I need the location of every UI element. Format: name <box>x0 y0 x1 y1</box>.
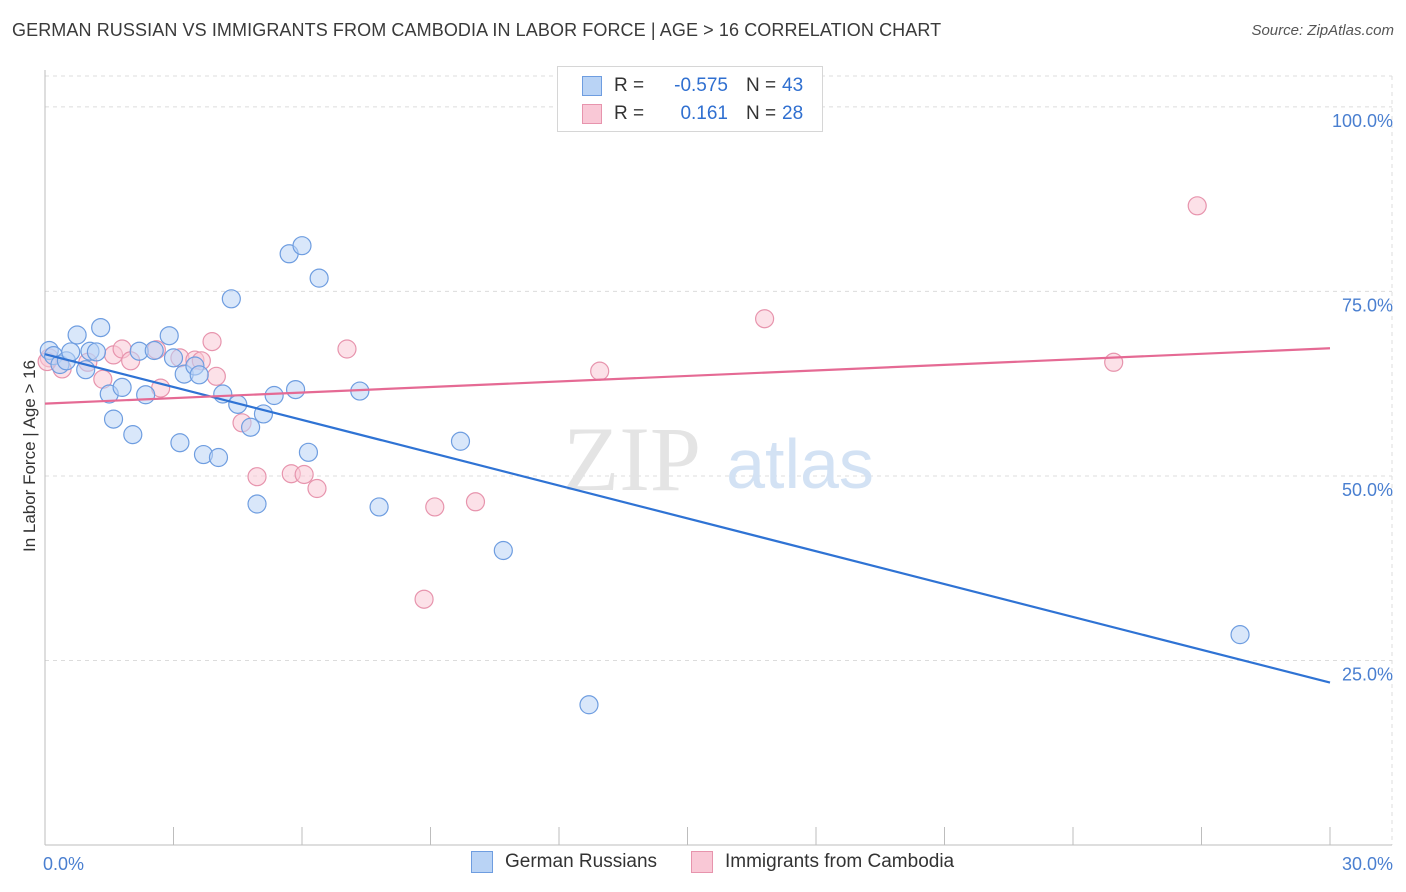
x-tick-label-end: 30.0% <box>1342 854 1393 874</box>
point-cambodia <box>465 492 486 512</box>
point-cambodia <box>294 464 314 485</box>
point-german-russians <box>67 325 87 345</box>
point-cambodia <box>425 497 445 517</box>
point-cambodia <box>206 366 226 386</box>
r-label: R = <box>614 103 645 124</box>
trend-line-german-russians <box>44 353 1331 684</box>
point-german-russians <box>86 342 107 362</box>
r-label: R = <box>614 75 645 96</box>
point-cambodia <box>202 332 222 352</box>
point-german-russians <box>298 442 319 462</box>
gridlines <box>45 75 1393 845</box>
y-tick-label: 50.0% <box>1342 480 1393 500</box>
n-label: N = <box>746 103 777 124</box>
point-german-russians <box>163 348 184 368</box>
legend-swatch-blue <box>582 76 602 96</box>
axes <box>44 70 1392 846</box>
point-german-russians <box>369 497 389 517</box>
r-value: 0.161 <box>680 103 728 124</box>
y-tick-label: 100.0% <box>1332 111 1393 131</box>
point-cambodia <box>247 467 267 487</box>
legend-row-german-russians: R = -0.575 N = 43 <box>582 73 803 99</box>
point-german-russians <box>136 385 156 405</box>
y-tick-label: 75.0% <box>1342 295 1393 315</box>
point-german-russians <box>112 377 132 397</box>
series-cambodia-points <box>37 196 1207 609</box>
legend-label: German Russians <box>505 851 658 872</box>
point-cambodia <box>414 589 434 609</box>
legend-item-german-russians[interactable]: German Russians <box>471 851 657 873</box>
legend-swatch-blue <box>471 851 493 873</box>
point-cambodia <box>307 478 327 499</box>
trend-lines <box>44 347 1331 684</box>
point-german-russians <box>493 540 513 561</box>
point-german-russians <box>91 317 111 338</box>
point-german-russians <box>159 326 179 346</box>
point-german-russians <box>292 236 312 256</box>
watermark-atlas: atlas <box>726 425 874 503</box>
point-cambodia <box>337 339 357 359</box>
point-german-russians <box>103 409 124 429</box>
chart-title: GERMAN RUSSIAN VS IMMIGRANTS FROM CAMBOD… <box>12 20 942 40</box>
point-german-russians <box>285 379 306 400</box>
legend-label: Immigrants from Cambodia <box>725 851 955 872</box>
point-german-russians <box>309 268 329 288</box>
point-cambodia <box>1104 352 1124 372</box>
legend-swatch-pink <box>691 851 713 873</box>
point-german-russians <box>189 365 209 385</box>
source-label: Source: ZipAtlas.com <box>1251 22 1394 39</box>
legend-swatch-pink <box>582 104 602 124</box>
point-german-russians <box>450 431 471 451</box>
n-label: N = <box>746 75 777 96</box>
point-german-russians <box>579 695 599 715</box>
watermark: ZIP atlas <box>563 408 874 510</box>
point-german-russians <box>221 289 241 309</box>
point-cambodia <box>1187 196 1207 216</box>
point-german-russians <box>241 417 261 437</box>
series-legend: German Russians Immigrants from Cambodia <box>0 851 1406 877</box>
point-german-russians <box>170 433 190 453</box>
y-tick-label: 25.0% <box>1342 664 1393 684</box>
n-value: 28 <box>782 103 804 124</box>
r-value: -0.575 <box>674 75 728 96</box>
tick-labels: 25.0% 50.0% 75.0% 100.0% 0.0% 30.0% <box>43 111 1393 874</box>
legend-row-cambodia: R = 0.161 N = 28 <box>582 101 803 127</box>
point-german-russians <box>1230 625 1250 645</box>
x-tick-label-start: 0.0% <box>43 854 84 874</box>
point-german-russians <box>123 425 143 445</box>
point-german-russians <box>208 447 229 468</box>
watermark-zip: ZIP <box>563 408 701 510</box>
point-german-russians <box>247 494 267 514</box>
legend-item-cambodia[interactable]: Immigrants from Cambodia <box>691 851 954 873</box>
n-value: 43 <box>782 75 804 96</box>
point-cambodia <box>590 361 610 381</box>
point-cambodia <box>754 309 775 329</box>
correlation-legend: R = -0.575 N = 43 R = 0.161 N = 28 <box>557 66 823 132</box>
trend-line-cambodia <box>44 347 1331 405</box>
point-german-russians <box>144 340 164 361</box>
point-german-russians <box>264 385 284 406</box>
